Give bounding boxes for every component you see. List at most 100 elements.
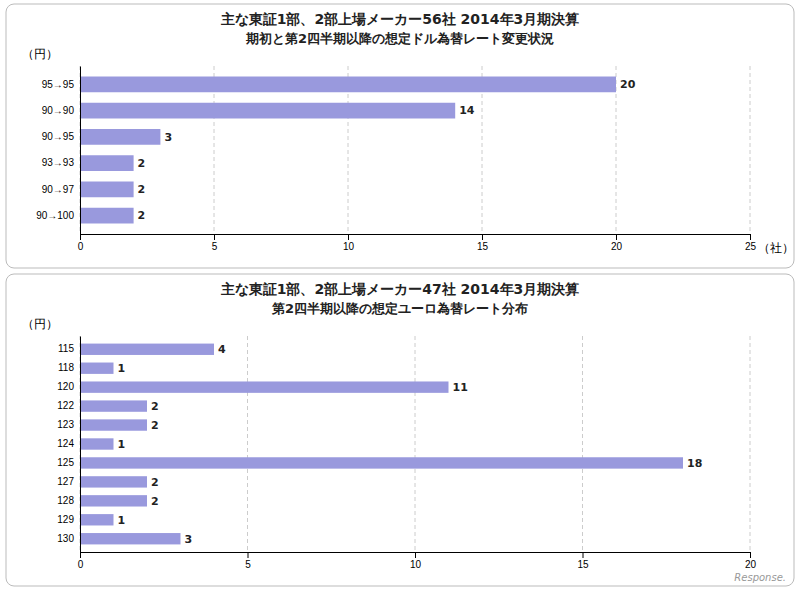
- bar: [80, 208, 134, 224]
- x-tick: 10: [410, 552, 422, 570]
- y-tick-label: 129: [57, 514, 74, 525]
- grid-line: [750, 66, 751, 234]
- y-tick: 120: [57, 381, 80, 392]
- plot-area: 4111221182213051015201151181201221231241…: [57, 336, 756, 570]
- data-labels: 4111221182213: [118, 343, 703, 545]
- grid-line: [415, 336, 416, 552]
- x-tick: 25: [745, 234, 757, 252]
- y-tick: 124: [57, 438, 80, 449]
- x-tick-mark: [750, 552, 751, 558]
- x-axis-line: [81, 235, 751, 241]
- x-tick-label: 20: [611, 241, 623, 252]
- y-axis: 95→9590→9090→9593→9390→9790→100: [36, 67, 80, 235]
- data-label: 1: [118, 438, 126, 451]
- data-label: 11: [453, 381, 468, 394]
- y-axis-label: （円）: [22, 47, 58, 61]
- y-axis-label: （円）: [22, 317, 58, 331]
- y-tick: 90→95: [42, 131, 80, 142]
- bar: [80, 457, 683, 468]
- bar: [80, 533, 181, 544]
- data-label: 2: [138, 183, 146, 196]
- x-tick: 15: [577, 552, 589, 570]
- bar: [80, 495, 147, 506]
- figure: 主な東証1部、2部上場メーカー56社 2014年3月期決算期初と第2四半期以降の…: [0, 0, 800, 590]
- x-axis: 0 5 10 15 20: [78, 552, 757, 570]
- title: 主な東証1部、2部上場メーカー47社 2014年3月期決算: [220, 281, 580, 297]
- title: 主な東証1部、2部上場メーカー56社 2014年3月期決算: [220, 11, 580, 27]
- x-tick-label: 10: [410, 559, 422, 570]
- bar: [80, 129, 160, 145]
- data-label: 2: [151, 400, 159, 413]
- grid-line: [750, 336, 751, 552]
- y-tick-label: 90→100: [36, 210, 74, 221]
- x-tick: 20: [611, 234, 623, 252]
- bars: [80, 77, 616, 224]
- x-tick-label: 20: [745, 559, 757, 570]
- y-tick: 129: [57, 514, 80, 525]
- x-axis: 0 5 10 15 20 25: [78, 234, 757, 252]
- x-tick: 5: [245, 552, 251, 570]
- y-tick: 90→97: [42, 184, 80, 195]
- subtitle: 期初と第2四半期以降の想定ドル為替レート変更状況: [245, 31, 554, 46]
- data-label: 2: [151, 419, 159, 432]
- x-tick: 0: [78, 234, 84, 252]
- bar: [80, 400, 147, 411]
- x-tick: 10: [343, 234, 355, 252]
- bar: [80, 155, 134, 171]
- plot-area: 20143222051015202595→9590→9090→9593→9390…: [36, 66, 794, 255]
- x-axis-label: （社）: [758, 241, 794, 255]
- y-tick-label: 130: [57, 533, 74, 544]
- x-tick-label: 0: [78, 559, 84, 570]
- bar: [80, 381, 449, 392]
- data-label: 1: [118, 362, 126, 375]
- y-tick: 115: [58, 343, 80, 354]
- y-tick-label: 128: [57, 495, 74, 506]
- y-tick-label: 124: [57, 438, 74, 449]
- bar: [80, 77, 616, 93]
- x-tick: 5: [212, 234, 218, 252]
- x-axis-line: [81, 553, 751, 559]
- subtitle: 第2四半期以降の想定ユーロ為替レート分布: [271, 301, 528, 316]
- annotation: Response.: [734, 572, 786, 583]
- y-tick: 90→90: [42, 105, 80, 116]
- y-tick-label: 120: [57, 381, 74, 392]
- y-tick-label: 125: [57, 457, 74, 468]
- x-tick-mark: [482, 234, 483, 240]
- x-tick-label: 25: [745, 241, 757, 252]
- bar: [80, 363, 114, 374]
- x-tick-mark: [348, 234, 349, 240]
- y-axis-line: [80, 337, 81, 553]
- bar: [80, 182, 134, 198]
- y-tick: 93→93: [42, 157, 80, 168]
- grid: [80, 336, 750, 552]
- y-tick-label: 90→97: [42, 184, 75, 195]
- bar: [80, 476, 147, 487]
- y-tick: 122: [57, 400, 80, 411]
- x-tick-mark: [583, 552, 584, 558]
- x-tick-label: 15: [577, 559, 589, 570]
- y-tick-label: 93→93: [42, 157, 75, 168]
- y-tick-label: 90→95: [42, 131, 75, 142]
- data-label: 18: [687, 457, 702, 470]
- y-tick-label: 127: [57, 476, 74, 487]
- data-label: 2: [151, 476, 159, 489]
- bar: [80, 419, 147, 430]
- x-tick-mark: [80, 552, 81, 558]
- bar: [80, 514, 114, 525]
- y-tick-label: 122: [57, 400, 74, 411]
- x-tick: 0: [78, 552, 84, 570]
- y-tick: 90→100: [36, 210, 80, 221]
- x-tick-label: 15: [477, 241, 489, 252]
- grid-line: [582, 336, 583, 552]
- data-label: 3: [185, 533, 193, 546]
- y-tick: 123: [57, 419, 80, 430]
- y-axis-line: [80, 67, 81, 235]
- data-label: 2: [151, 495, 159, 508]
- data-labels: 20143222: [138, 78, 636, 222]
- y-tick: 127: [57, 476, 80, 487]
- grid: [80, 66, 750, 234]
- data-label: 4: [218, 343, 226, 356]
- y-tick: 118: [58, 362, 80, 373]
- bar: [80, 103, 455, 119]
- y-tick-label: 115: [58, 343, 74, 354]
